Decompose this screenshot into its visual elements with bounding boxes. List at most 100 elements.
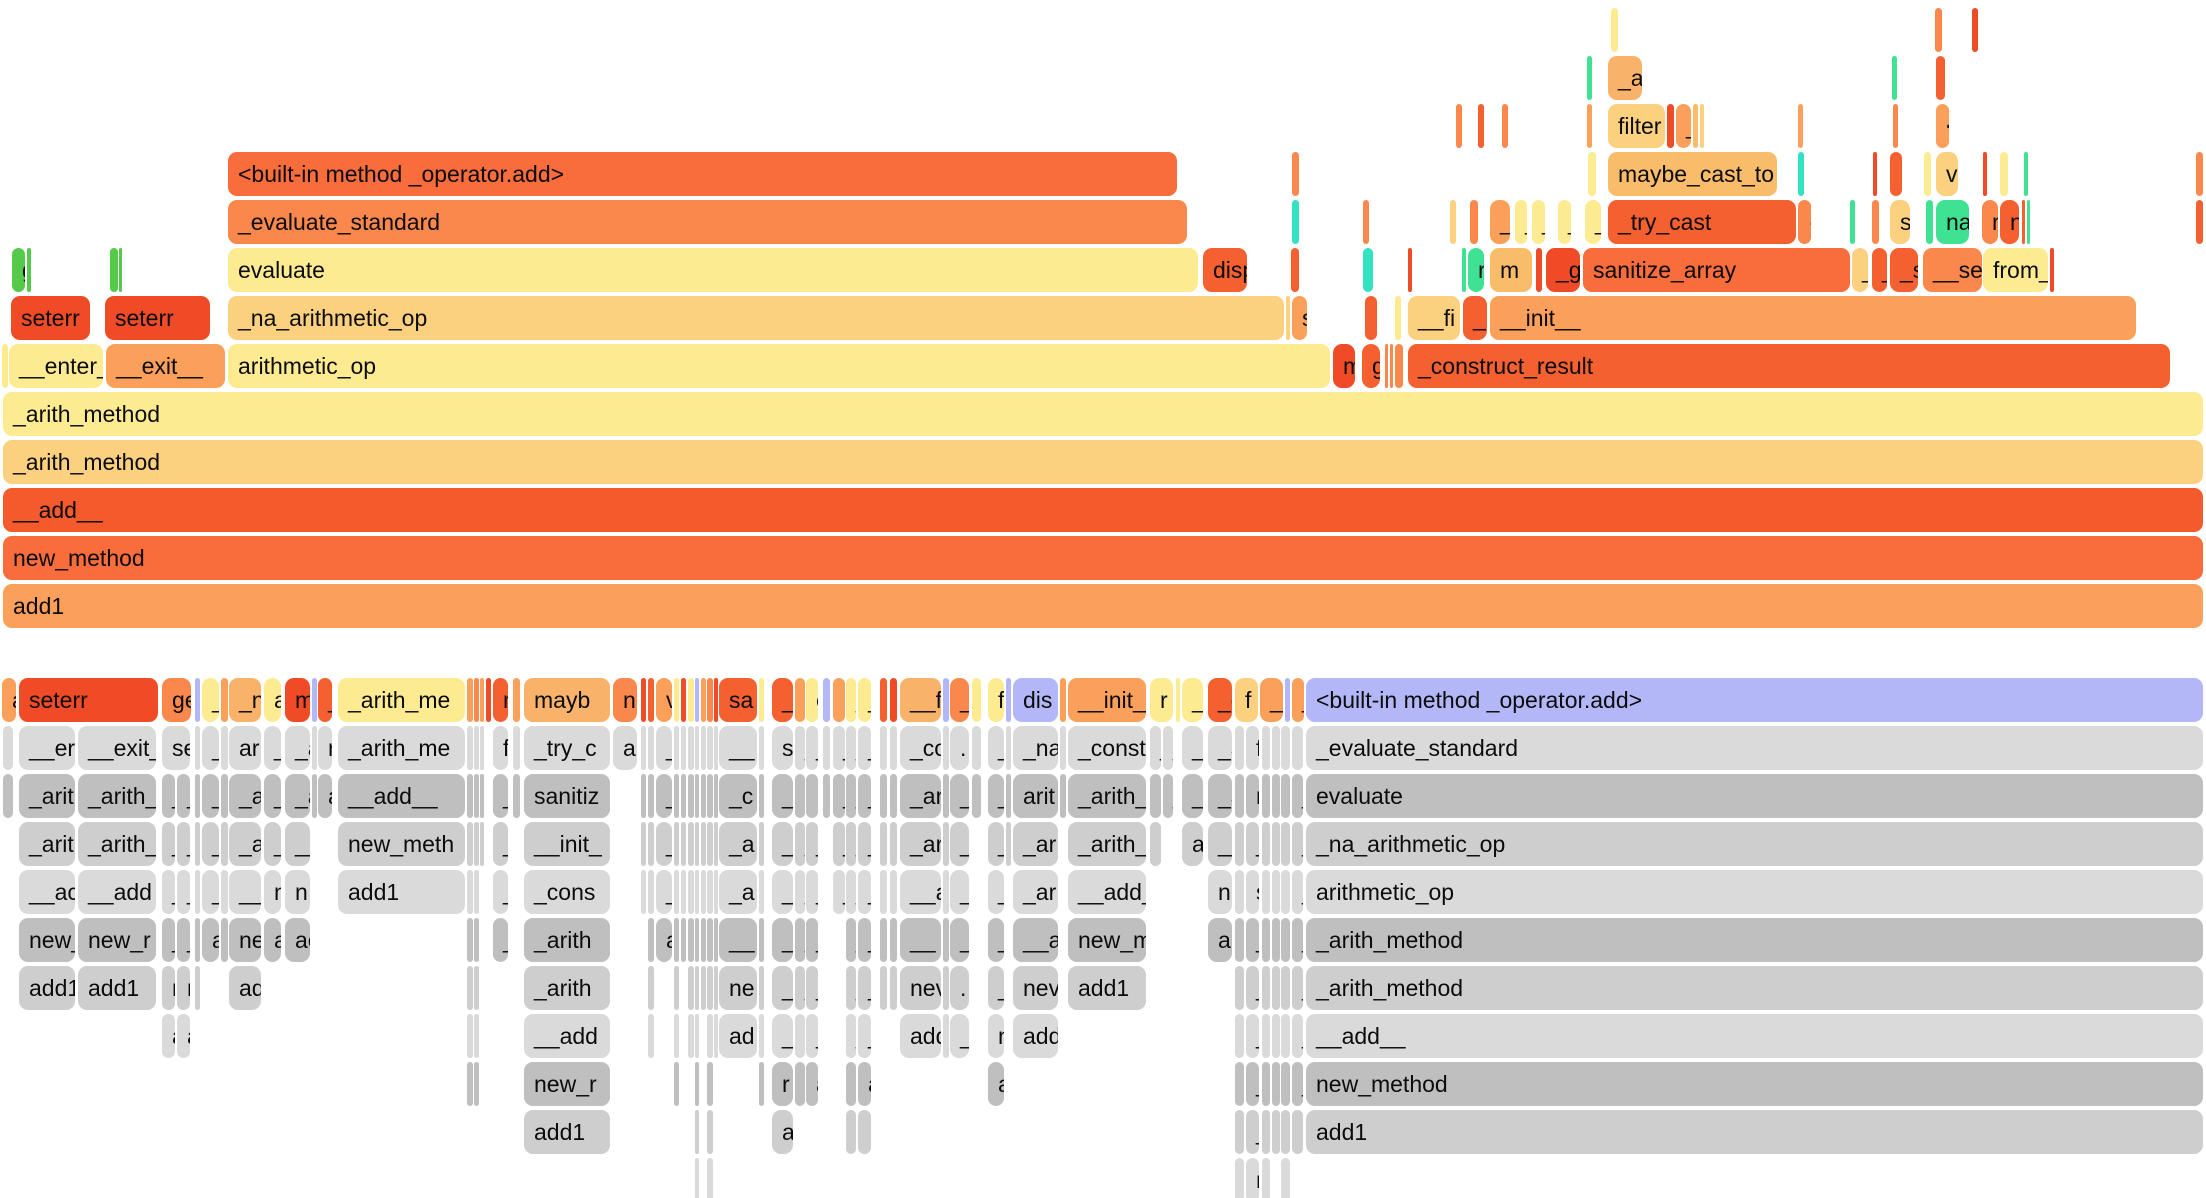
frame-_ar[interactable]: _ar xyxy=(900,774,941,818)
frame-sliver[interactable] xyxy=(648,678,654,722)
frame-g[interactable]: g xyxy=(1362,344,1380,388)
frame-m[interactable]: m xyxy=(1333,344,1355,388)
frame-r[interactable]: r xyxy=(162,966,175,1010)
frame-sliver[interactable] xyxy=(701,678,706,722)
frame-sliver[interactable] xyxy=(1291,248,1299,292)
frame-_[interactable]: _ xyxy=(806,726,818,770)
frame-sliver[interactable] xyxy=(1935,8,1942,52)
frame-sliver[interactable] xyxy=(1262,870,1270,914)
frame-_[interactable]: _ xyxy=(772,822,793,866)
frame-_[interactable]: _ xyxy=(1515,200,1527,244)
frame-sliver[interactable] xyxy=(688,822,694,866)
frame-dis[interactable]: dis xyxy=(1013,678,1058,722)
frame-sliver[interactable] xyxy=(707,966,713,1010)
frame-_c[interactable]: _c xyxy=(719,774,757,818)
frame-sliver[interactable] xyxy=(513,726,520,770)
frame-__ac[interactable]: __ac xyxy=(19,870,75,914)
frame-sliver[interactable] xyxy=(221,870,228,914)
frame-sliver[interactable] xyxy=(1060,726,1066,770)
frame-sliver[interactable] xyxy=(674,1014,679,1058)
frame-sliver[interactable] xyxy=(1286,296,1290,340)
frame-_[interactable]: _ xyxy=(772,870,793,914)
frame-sliver[interactable] xyxy=(474,870,479,914)
frame-seterr[interactable]: seterr xyxy=(19,678,158,722)
frame-m[interactable]: m xyxy=(1490,248,1532,292)
frame-sliver[interactable] xyxy=(2,344,8,388)
frame-sliver[interactable] xyxy=(1060,678,1066,722)
frame-sliver[interactable] xyxy=(1272,1110,1280,1154)
frame-sliver[interactable] xyxy=(1262,918,1270,962)
frame-sliver[interactable] xyxy=(221,726,228,770)
frame-_s[interactable]: _s xyxy=(1890,248,1918,292)
frame-sliver[interactable] xyxy=(221,918,228,962)
frame-_[interactable]: _ xyxy=(950,918,969,962)
frame-_[interactable]: _ xyxy=(1235,918,1244,962)
frame-sliver[interactable] xyxy=(1693,104,1698,148)
frame-__enter_[interactable]: __enter_ xyxy=(9,344,103,388)
frame-sliver[interactable] xyxy=(1262,1014,1270,1058)
frame-_[interactable]: _ xyxy=(1558,200,1571,244)
frame-sliver[interactable] xyxy=(688,966,694,1010)
frame-_arith_[interactable]: _arith_ xyxy=(78,774,156,818)
frame-sliver[interactable] xyxy=(972,726,981,770)
frame-sliver[interactable] xyxy=(1667,104,1674,148)
frame-_[interactable]: _ xyxy=(1163,726,1173,770)
frame-sliver[interactable] xyxy=(2024,152,2028,196)
frame-sliver[interactable] xyxy=(695,1110,699,1154)
frame-_[interactable]: _ xyxy=(833,726,845,770)
frame-_arith_[interactable]: _arith_ xyxy=(1068,774,1146,818)
frame-_[interactable]: _ xyxy=(264,774,281,818)
frame-sliver[interactable] xyxy=(674,1062,679,1106)
frame-_[interactable]: _ xyxy=(950,774,969,818)
frame-sliver[interactable] xyxy=(707,1110,713,1154)
frame-n[interactable]: n xyxy=(1150,774,1161,818)
frame-_[interactable]: _ xyxy=(950,822,969,866)
frame-sliver[interactable] xyxy=(707,870,713,914)
frame-_[interactable]: _ xyxy=(795,918,805,962)
frame-_[interactable]: _ xyxy=(1235,774,1244,818)
frame-_[interactable]: _ xyxy=(264,726,281,770)
frame-i[interactable]: i xyxy=(972,678,981,722)
frame-sliver[interactable] xyxy=(1292,200,1299,244)
frame-_[interactable]: _ xyxy=(656,870,672,914)
frame-_try_cast[interactable]: _try_cast xyxy=(1608,200,1796,244)
frame-sliver[interactable] xyxy=(195,726,200,770)
frame-sliver[interactable] xyxy=(880,726,887,770)
frame-_[interactable]: _ xyxy=(1246,966,1259,1010)
frame-<built-in-method-_operator.add>[interactable]: <built-in method _operator.add> xyxy=(228,152,1177,196)
frame-.[interactable]: . xyxy=(950,966,969,1010)
frame-_c[interactable]: _c xyxy=(1208,678,1232,722)
frame-new_[interactable]: new_ xyxy=(19,918,75,962)
frame-sliver[interactable] xyxy=(480,678,484,722)
frame-_arith_[interactable]: _arith_ xyxy=(78,822,156,866)
frame-sliver[interactable] xyxy=(1272,1014,1280,1058)
frame-sliver[interactable] xyxy=(513,774,520,818)
frame-evaluate[interactable]: evaluate xyxy=(1306,774,2203,818)
frame-_[interactable]: _ xyxy=(772,774,793,818)
frame-sliver[interactable] xyxy=(3,726,13,770)
frame-sliver[interactable] xyxy=(1926,200,1933,244)
frame-sliver[interactable] xyxy=(688,678,694,722)
frame-sliver[interactable] xyxy=(890,726,897,770)
frame-sliver[interactable] xyxy=(714,870,718,914)
frame-_arith_method[interactable]: _arith_method xyxy=(3,392,2203,436)
frame-sliver[interactable] xyxy=(695,1158,699,1198)
frame-__f[interactable]: __f xyxy=(900,678,941,722)
frame-a[interactable]: a xyxy=(264,918,281,962)
frame-sliver[interactable] xyxy=(890,774,897,818)
frame-sliver[interactable] xyxy=(2050,248,2054,292)
frame-a[interactable]: a xyxy=(1150,822,1161,866)
frame-sliver[interactable] xyxy=(714,774,718,818)
frame-sliver[interactable] xyxy=(467,726,473,770)
frame-sliver[interactable] xyxy=(195,774,200,818)
frame-sliver[interactable] xyxy=(648,870,654,914)
frame-sliver[interactable] xyxy=(674,678,679,722)
frame-sliver[interactable] xyxy=(1006,822,1011,866)
frame-_[interactable]: _ xyxy=(1292,870,1303,914)
frame-sliver[interactable] xyxy=(2022,200,2025,244)
frame-filter[interactable]: filter xyxy=(1608,104,1665,148)
frame-sliver[interactable] xyxy=(1478,104,1484,148)
frame-sliver[interactable] xyxy=(714,966,718,1010)
frame-r[interactable]: r xyxy=(1982,200,1998,244)
frame-seterr[interactable]: seterr xyxy=(11,296,90,340)
